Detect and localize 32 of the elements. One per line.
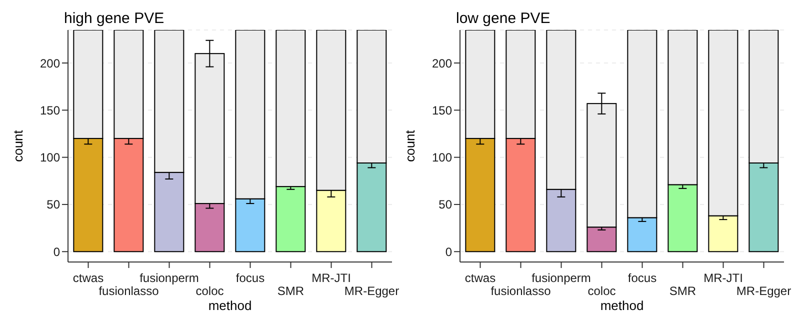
x-tick-label: ctwas [464,271,496,285]
x-tick-label: MR-JTI [704,271,743,285]
y-tick-label: 200 [432,56,452,70]
y-tick-label: 200 [40,56,60,70]
y-tick-label: 0 [53,244,60,259]
y-axis-title: count [402,130,418,162]
chart-title: low gene PVE [456,10,550,27]
x-tick-label: SMR [669,284,696,298]
y-tick-label: 100 [40,150,60,165]
chart-title: high gene PVE [64,10,164,27]
x-tick-label: fusionperm [140,271,199,285]
x-axis-title: method [208,298,252,313]
x-tick-label: MR-Egger [736,284,792,298]
x-tick-label: fusionlasso [98,284,160,298]
y-tick-label: 150 [432,103,452,118]
x-tick-label: fusionlasso [490,284,552,298]
x-tick-label: coloc [588,284,616,298]
x-tick-label: MR-JTI [312,271,351,285]
y-tick-label: 0 [445,244,452,259]
y-tick-label: 50 [46,198,60,212]
x-tick-label: focus [236,271,265,285]
x-tick-label: focus [628,271,657,285]
x-tick-label: fusionperm [532,271,591,285]
y-tick-label: 150 [40,103,60,118]
x-tick-label: coloc [196,284,224,298]
y-tick-label: 100 [432,150,452,165]
x-axis-title: method [600,298,644,313]
x-tick-label: ctwas [72,271,104,285]
x-tick-label: MR-Egger [344,284,400,298]
y-axis-title: count [10,130,26,162]
y-tick-label: 50 [438,198,452,212]
x-tick-label: SMR [277,284,304,298]
